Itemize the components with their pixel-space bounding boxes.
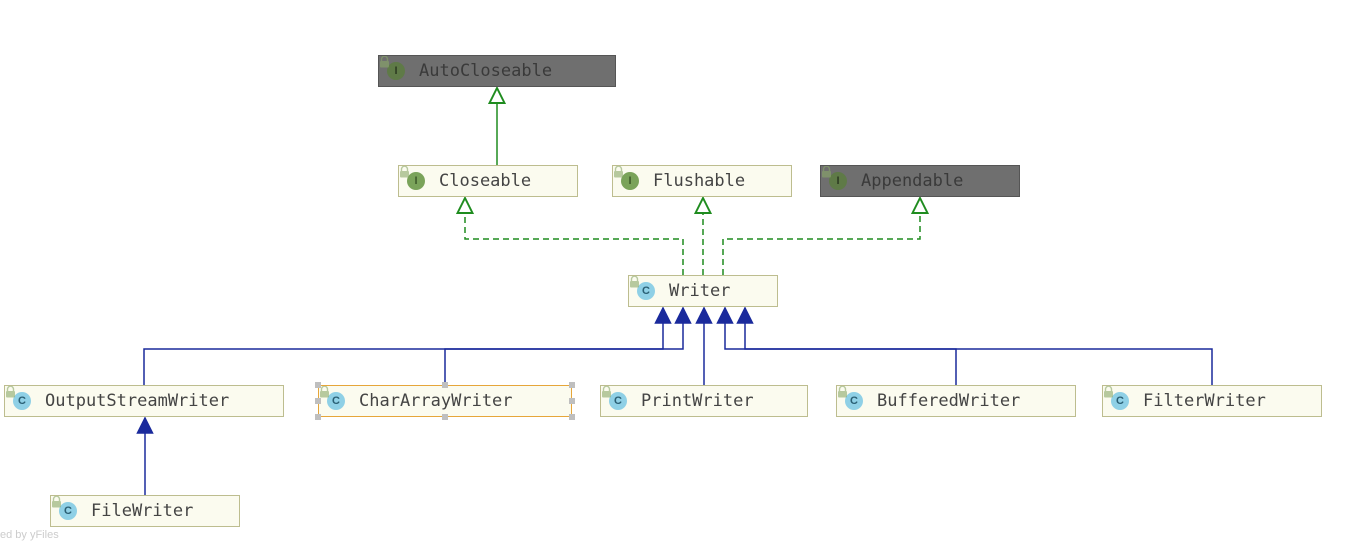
node-chararraywriter[interactable]: CCharArrayWriter: [318, 385, 572, 417]
node-label: PrintWriter: [641, 391, 754, 411]
edge-writer-closeable: [465, 198, 683, 275]
node-appendable[interactable]: IAppendable: [820, 165, 1020, 197]
resize-handle[interactable]: [569, 382, 575, 388]
node-label: AutoCloseable: [419, 61, 552, 81]
node-filterwriter[interactable]: CFilterWriter: [1102, 385, 1322, 417]
node-label: BufferedWriter: [877, 391, 1020, 411]
node-label: Writer: [669, 281, 730, 301]
resize-handle[interactable]: [315, 382, 321, 388]
node-filewriter[interactable]: CFileWriter: [50, 495, 240, 527]
edge-writer-appendable: [723, 198, 920, 275]
edges-svg: [0, 0, 1363, 541]
node-printwriter[interactable]: CPrintWriter: [600, 385, 808, 417]
node-flushable[interactable]: IFlushable: [612, 165, 792, 197]
node-autocloseable[interactable]: IAutoCloseable: [378, 55, 616, 87]
node-label: CharArrayWriter: [359, 391, 513, 411]
node-label: FilterWriter: [1143, 391, 1266, 411]
node-writer[interactable]: CWriter: [628, 275, 778, 307]
resize-handle[interactable]: [442, 414, 448, 420]
node-label: Appendable: [861, 171, 963, 191]
node-label: Flushable: [653, 171, 745, 191]
node-outputstreamwriter[interactable]: COutputStreamWriter: [4, 385, 284, 417]
node-bufferedwriter[interactable]: CBufferedWriter: [836, 385, 1076, 417]
resize-handle[interactable]: [442, 382, 448, 388]
edge-bw-writer: [725, 308, 956, 385]
resize-handle[interactable]: [569, 414, 575, 420]
node-label: OutputStreamWriter: [45, 391, 229, 411]
resize-handle[interactable]: [315, 398, 321, 404]
edge-osw-writer: [144, 308, 663, 385]
resize-handle[interactable]: [315, 414, 321, 420]
watermark-text: ed by yFiles: [0, 529, 59, 541]
node-closeable[interactable]: ICloseable: [398, 165, 578, 197]
node-label: FileWriter: [91, 501, 193, 521]
edge-fw-writer: [745, 308, 1212, 385]
edge-caw-writer: [445, 308, 683, 385]
node-label: Closeable: [439, 171, 531, 191]
resize-handle[interactable]: [569, 398, 575, 404]
